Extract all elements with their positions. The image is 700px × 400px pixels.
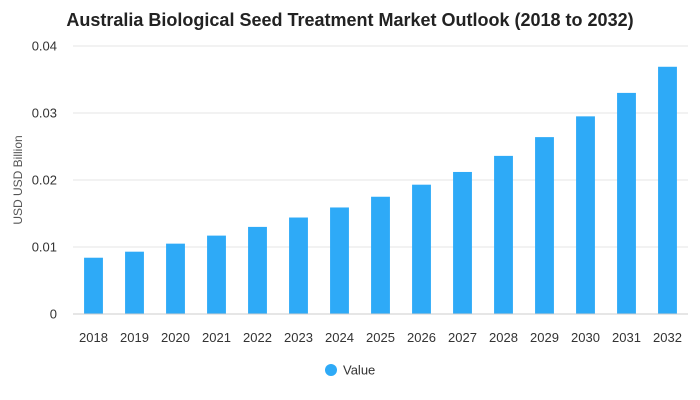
legend: Value [325,363,375,378]
x-tick-label: 2020 [161,330,190,345]
bar-2020 [166,243,185,314]
legend-label: Value [343,363,375,378]
bar-2027 [453,171,472,314]
x-tick-label: 2028 [489,330,518,345]
x-tick-label: 2022 [243,330,272,345]
x-tick-label: 2031 [612,330,641,345]
y-tick-label: 0.04 [32,39,57,54]
bar-2021 [207,235,226,314]
x-tick-label: 2018 [79,330,108,345]
bars [84,66,677,315]
x-tick-label: 2023 [284,330,313,345]
x-tick-label: 2032 [653,330,682,345]
legend-swatch [325,364,337,376]
x-tick-label: 2019 [120,330,149,345]
x-tick-label: 2027 [448,330,477,345]
x-tick-label: 2029 [530,330,559,345]
bar-2026 [412,184,431,314]
bar-2024 [330,207,349,314]
bar-2031 [617,92,636,315]
chart-title: Australia Biological Seed Treatment Mark… [66,10,633,30]
x-tick-label: 2024 [325,330,354,345]
bar-2025 [371,196,390,314]
bar-2018 [84,257,103,314]
y-tick-label: 0.02 [32,173,57,188]
y-tick-label: 0.01 [32,240,57,255]
y-axis-title: USD USD Billion [11,135,25,224]
bar-2019 [125,251,144,314]
x-tick-label: 2030 [571,330,600,345]
y-tick-label: 0.03 [32,106,57,121]
bar-2028 [494,155,513,314]
bar-2029 [535,137,554,314]
x-axis-ticks: 2018 2019 2020 2021 2022 2023 2024 2025 2026 2027… [79,330,682,345]
y-tick-label: 0 [50,307,57,322]
bar-2032 [658,66,677,315]
x-tick-label: 2025 [366,330,395,345]
bar-2022 [248,226,267,314]
x-tick-label: 2026 [407,330,436,345]
y-axis-ticks: 0 0.01 0.02 0.03 0.04 [32,39,57,322]
bar-2023 [289,217,308,314]
x-tick-label: 2021 [202,330,231,345]
bar-2030 [576,116,595,314]
